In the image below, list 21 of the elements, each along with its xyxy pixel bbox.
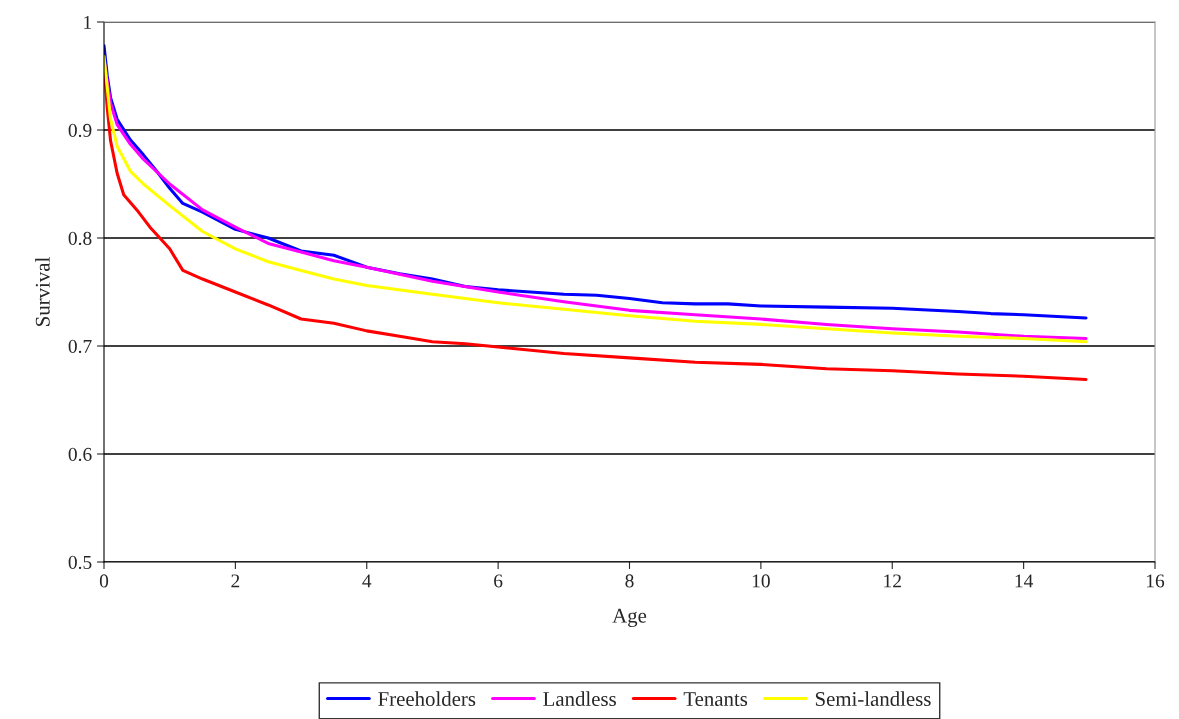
y-tick-label: 0.5: [68, 555, 92, 570]
y-tick-label: 0.7: [68, 339, 92, 354]
x-tick-label: 6: [494, 574, 503, 588]
x-tick-label: 2: [231, 574, 240, 588]
x-tick-label: 8: [625, 574, 634, 588]
x-tick-label: 0: [99, 574, 109, 588]
legend-label: Semi-landless: [815, 691, 931, 707]
x-tick-label: 4: [362, 574, 372, 588]
y-tick-label: 1: [84, 15, 92, 29]
x-tick-label: 14: [1015, 574, 1034, 588]
y-tick-label: 0.8: [68, 231, 92, 246]
y-tick-label: 0.9: [68, 123, 92, 138]
legend-label: Tenants: [683, 692, 748, 707]
x-tick-label: 16: [1146, 574, 1165, 588]
legend-label: Landless: [543, 691, 616, 707]
y-tick-label: 0.6: [68, 447, 92, 462]
legend-label: Freeholders: [378, 691, 476, 707]
x-axis-title: Age: [612, 608, 647, 627]
y-axis-title: Survival: [35, 257, 50, 326]
x-tick-label: 12: [884, 574, 901, 588]
x-tick-label: 10: [752, 574, 770, 588]
